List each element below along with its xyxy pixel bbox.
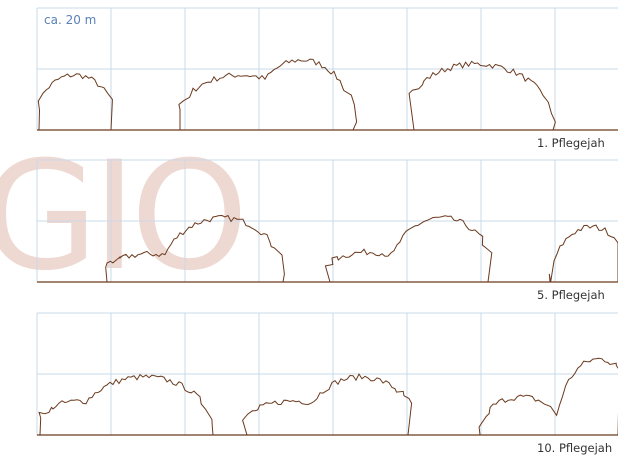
panel-label: 1. Pflegejah — [537, 136, 605, 150]
shrub — [409, 61, 555, 130]
shrub — [549, 225, 618, 282]
shrub — [179, 59, 357, 130]
scale-label: ca. 20 m — [44, 13, 96, 27]
watermark: GIO — [0, 130, 243, 304]
shrub — [243, 374, 412, 435]
panel-label: 10. Pflegejah — [537, 441, 612, 455]
panel-label: 5. Pflegejah — [537, 288, 605, 302]
shrub — [38, 74, 112, 130]
shrub — [479, 358, 618, 435]
shrub — [39, 375, 213, 435]
shrub — [325, 216, 491, 282]
diagram: GIO ca. 20 m 1. Pflegejah 5. Pflegejah 10.… — [0, 0, 618, 455]
